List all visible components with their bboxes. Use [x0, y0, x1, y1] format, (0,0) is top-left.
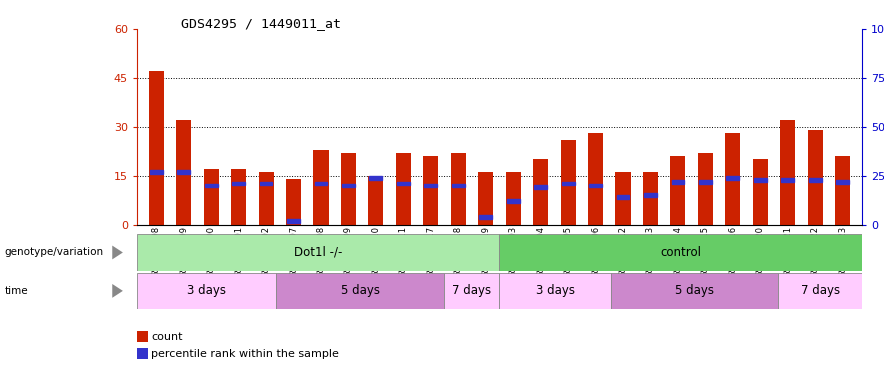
Bar: [137, 273, 277, 309]
Bar: [534, 185, 547, 189]
Bar: [452, 184, 465, 187]
Bar: [315, 182, 327, 185]
Bar: [137, 234, 499, 271]
Bar: [260, 182, 272, 185]
Bar: [588, 133, 603, 225]
Bar: [205, 184, 217, 187]
Bar: [670, 156, 685, 225]
Bar: [341, 153, 356, 225]
Bar: [231, 169, 246, 225]
Bar: [506, 172, 521, 225]
Bar: [370, 176, 382, 180]
Bar: [499, 234, 862, 271]
Bar: [287, 219, 300, 223]
Bar: [697, 153, 713, 225]
Text: 5 days: 5 days: [675, 285, 714, 297]
Bar: [533, 159, 548, 225]
Text: 3 days: 3 days: [187, 285, 226, 297]
Bar: [277, 273, 444, 309]
Bar: [451, 153, 466, 225]
Bar: [286, 179, 301, 225]
Bar: [615, 172, 630, 225]
Bar: [727, 176, 739, 180]
Text: 7 days: 7 days: [801, 285, 840, 297]
Text: Dot1l -/-: Dot1l -/-: [294, 246, 342, 259]
Bar: [643, 172, 658, 225]
Bar: [149, 71, 164, 225]
Bar: [644, 193, 657, 197]
Bar: [424, 184, 438, 187]
Bar: [753, 159, 768, 225]
Bar: [176, 120, 191, 225]
Bar: [342, 184, 354, 187]
Bar: [781, 178, 794, 182]
Text: 5 days: 5 days: [340, 285, 379, 297]
Bar: [754, 178, 766, 182]
Bar: [369, 176, 384, 225]
Bar: [611, 273, 778, 309]
Bar: [479, 215, 492, 219]
Bar: [499, 273, 611, 309]
Bar: [725, 133, 741, 225]
Bar: [178, 170, 190, 174]
Bar: [203, 169, 218, 225]
Text: GDS4295 / 1449011_at: GDS4295 / 1449011_at: [181, 17, 341, 30]
Bar: [836, 180, 850, 184]
Bar: [397, 182, 410, 185]
Bar: [835, 156, 850, 225]
Bar: [314, 150, 329, 225]
Bar: [617, 195, 629, 199]
Bar: [561, 182, 575, 185]
Text: count: count: [151, 332, 183, 342]
Bar: [699, 180, 712, 184]
Bar: [258, 172, 274, 225]
Bar: [560, 140, 575, 225]
Text: control: control: [660, 246, 701, 259]
Text: time: time: [4, 286, 28, 296]
Bar: [589, 184, 602, 187]
Bar: [478, 172, 493, 225]
Text: genotype/variation: genotype/variation: [4, 247, 103, 258]
Bar: [809, 178, 821, 182]
Text: percentile rank within the sample: percentile rank within the sample: [151, 349, 339, 359]
Bar: [808, 130, 823, 225]
Bar: [396, 153, 411, 225]
Bar: [507, 199, 520, 203]
Bar: [232, 182, 245, 185]
Bar: [781, 120, 796, 225]
Text: 3 days: 3 days: [536, 285, 575, 297]
Bar: [423, 156, 438, 225]
Bar: [778, 273, 862, 309]
Bar: [149, 170, 163, 174]
Bar: [444, 273, 499, 309]
Text: 7 days: 7 days: [452, 285, 492, 297]
Bar: [672, 180, 684, 184]
